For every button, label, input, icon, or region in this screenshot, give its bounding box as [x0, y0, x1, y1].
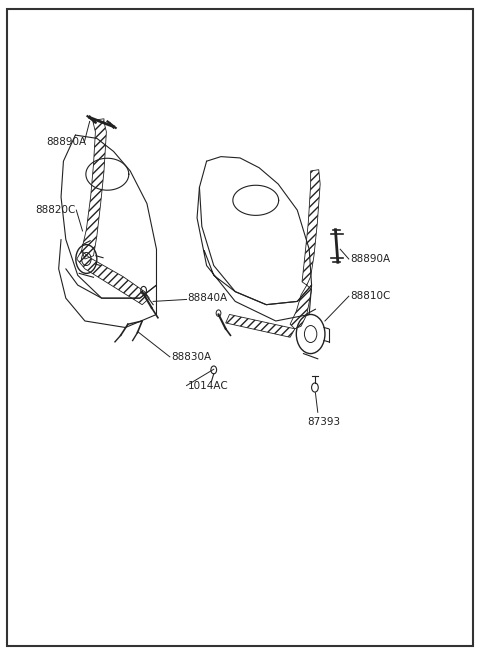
- Text: 88890A: 88890A: [350, 254, 390, 264]
- Text: 88830A: 88830A: [171, 352, 211, 362]
- Text: 88810C: 88810C: [350, 291, 390, 301]
- Text: 87393: 87393: [307, 417, 340, 427]
- Text: 1014AC: 1014AC: [188, 381, 228, 391]
- Text: 88890A: 88890A: [47, 137, 87, 147]
- Text: 88820C: 88820C: [35, 205, 75, 215]
- Text: 88840A: 88840A: [188, 293, 228, 303]
